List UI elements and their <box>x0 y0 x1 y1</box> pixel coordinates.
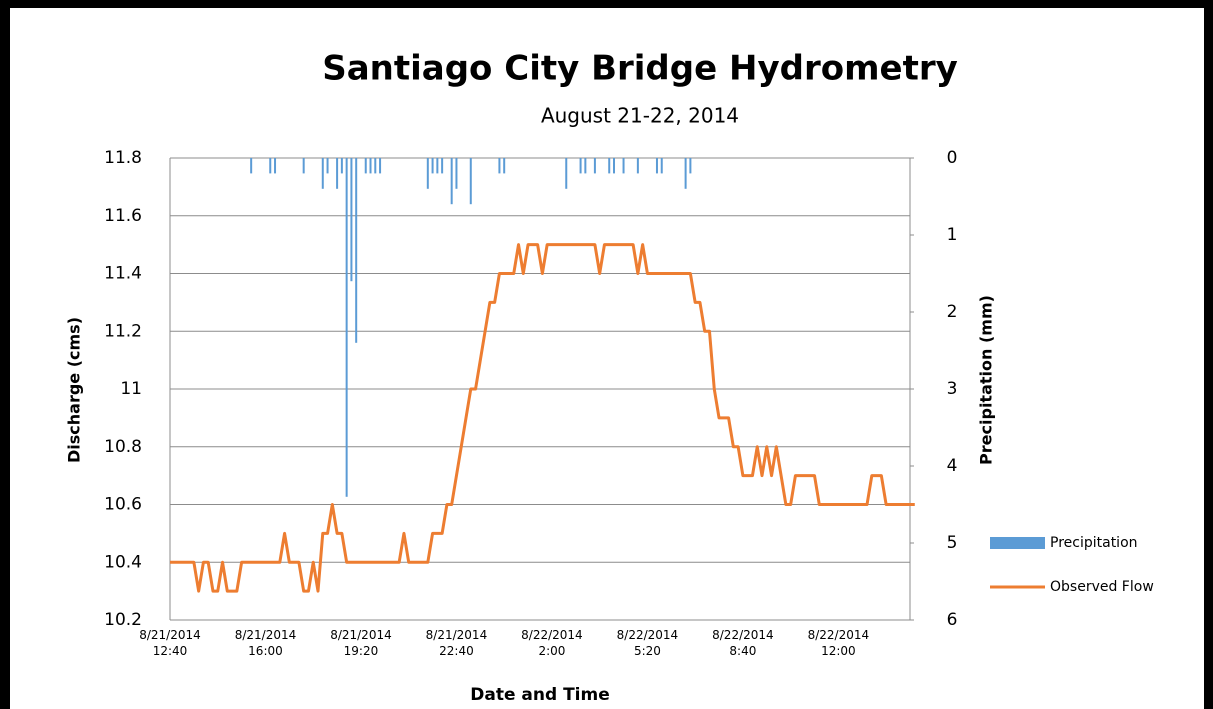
x-tick-label: 8/22/2014 8:40 <box>712 628 774 658</box>
bar <box>345 158 348 497</box>
x-axis-title: Date and Time <box>470 685 610 705</box>
bar <box>355 158 358 343</box>
bar <box>593 158 596 174</box>
bar <box>321 158 324 189</box>
y-tick-label: 11.2 <box>104 321 142 341</box>
bar <box>431 158 434 174</box>
legend-swatch <box>990 537 1045 549</box>
y2-tick-label: 1 <box>947 225 958 245</box>
x-tick-label: 8/21/2014 12:40 <box>139 628 201 658</box>
y-axis-title: Discharge (cms) <box>65 317 84 463</box>
legend-label: Precipitation <box>1050 535 1138 551</box>
y-tick-label: 10.4 <box>104 552 142 572</box>
bar <box>579 158 582 174</box>
x-tick-label: 8/22/2014 2:00 <box>521 628 583 658</box>
x-tick-label: 8/22/2014 12:00 <box>808 628 870 658</box>
bar <box>269 158 272 174</box>
chart-title: Santiago City Bridge Hydrometry <box>322 49 958 89</box>
bar <box>436 158 439 174</box>
bar <box>655 158 658 174</box>
y2-tick-label: 3 <box>947 379 958 399</box>
bar <box>364 158 367 174</box>
y2-tick-label: 5 <box>947 533 958 553</box>
bar <box>608 158 611 174</box>
y-tick-label: 10.6 <box>104 495 142 515</box>
y2-tick-label: 0 <box>947 148 958 168</box>
bar <box>302 158 305 174</box>
bar <box>689 158 692 174</box>
y-tick-label: 11.8 <box>104 148 142 168</box>
y2-tick-label: 4 <box>947 456 958 476</box>
bar <box>326 158 329 174</box>
bar <box>340 158 343 174</box>
bar <box>622 158 625 174</box>
bar <box>369 158 372 174</box>
bar <box>660 158 663 174</box>
bar <box>336 158 339 189</box>
x-tick-label: 8/21/2014 22:40 <box>426 628 488 658</box>
y-tick-label: 10.8 <box>104 437 142 457</box>
y2-tick-label: 6 <box>947 610 958 630</box>
y-tick-label: 11 <box>120 379 142 399</box>
frame-left <box>0 0 10 709</box>
frame-right <box>1204 0 1213 709</box>
bar <box>426 158 429 189</box>
bar <box>441 158 444 174</box>
bar <box>584 158 587 174</box>
bar <box>503 158 506 174</box>
frame-top <box>0 0 1213 8</box>
x-tick-label: 8/21/2014 19:20 <box>330 628 392 658</box>
bar <box>613 158 615 174</box>
y-tick-label: 10.2 <box>104 610 142 630</box>
bar <box>636 158 639 174</box>
bar <box>565 158 568 189</box>
bar <box>250 158 253 174</box>
bar <box>379 158 382 174</box>
line <box>170 243 915 593</box>
y2-tick-label: 2 <box>947 302 958 322</box>
bar <box>455 158 458 189</box>
bar <box>450 158 453 205</box>
y2-axis-title: Precipitation (mm) <box>977 295 996 465</box>
x-tick-label: 8/22/2014 5:20 <box>617 628 679 658</box>
bar <box>274 158 277 174</box>
bar <box>350 158 353 282</box>
bar <box>469 158 472 205</box>
bar <box>684 158 687 189</box>
bar <box>498 158 501 174</box>
y-tick-label: 11.4 <box>104 264 142 284</box>
x-tick-label: 8/21/2014 16:00 <box>235 628 297 658</box>
legend-label: Observed Flow <box>1050 579 1154 595</box>
chart-subtitle: August 21-22, 2014 <box>541 104 739 128</box>
bar <box>374 158 377 174</box>
y-tick-label: 11.6 <box>104 206 142 226</box>
